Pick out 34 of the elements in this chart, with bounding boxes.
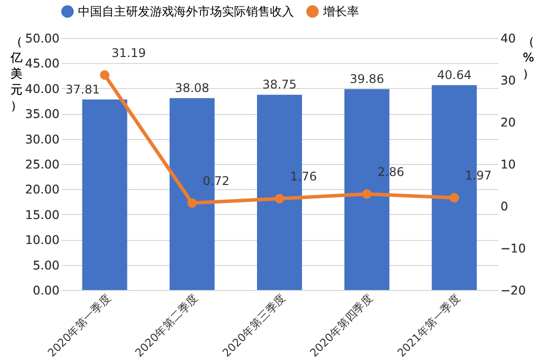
data-label: 40.64 bbox=[437, 68, 472, 82]
data-label: 37.81 bbox=[66, 82, 100, 96]
y-tick-label: 20.00 bbox=[25, 182, 60, 197]
legend-label: 增长率 bbox=[322, 4, 359, 19]
point bbox=[187, 198, 197, 208]
point bbox=[362, 189, 372, 199]
y2-axis-title: （%） bbox=[522, 34, 534, 80]
y-tick-label: 50.00 bbox=[25, 32, 60, 46]
y2-tick-label: 30 bbox=[500, 74, 516, 88]
y2-tick-label: 20 bbox=[500, 116, 516, 130]
y-tick-label: 35.00 bbox=[25, 107, 60, 122]
y-tick-label: 15.00 bbox=[25, 208, 60, 222]
y2-tick-label: 10 bbox=[500, 158, 516, 172]
point bbox=[100, 70, 110, 80]
y-tick-label: 0.00 bbox=[32, 284, 60, 298]
y-tick-label: 30.00 bbox=[25, 132, 60, 146]
y2-tick-label: 40 bbox=[500, 32, 516, 46]
legend-label: 中国自主研发游戏海外市场实际销售收入 bbox=[78, 4, 294, 19]
y-tick-label: 40.00 bbox=[25, 82, 60, 96]
y-tick-label: 25.00 bbox=[25, 158, 60, 172]
y2-tick-label: 0 bbox=[500, 200, 508, 214]
data-label: 38.08 bbox=[174, 81, 210, 96]
y-tick-label: 10.00 bbox=[25, 233, 60, 248]
data-label: 38.75 bbox=[262, 78, 297, 92]
bar bbox=[82, 99, 128, 290]
y-tick-label: 5.00 bbox=[32, 258, 60, 272]
y-axis-title: （亿美元） bbox=[10, 34, 22, 112]
data-label: 39.86 bbox=[350, 72, 384, 86]
point bbox=[450, 192, 460, 202]
y-tick-label: 45.00 bbox=[25, 56, 60, 71]
point bbox=[274, 194, 284, 204]
y2-tick-label: −20 bbox=[500, 284, 526, 298]
data-label: 31.19 bbox=[112, 46, 146, 60]
y2-tick-label: −10 bbox=[500, 242, 526, 256]
